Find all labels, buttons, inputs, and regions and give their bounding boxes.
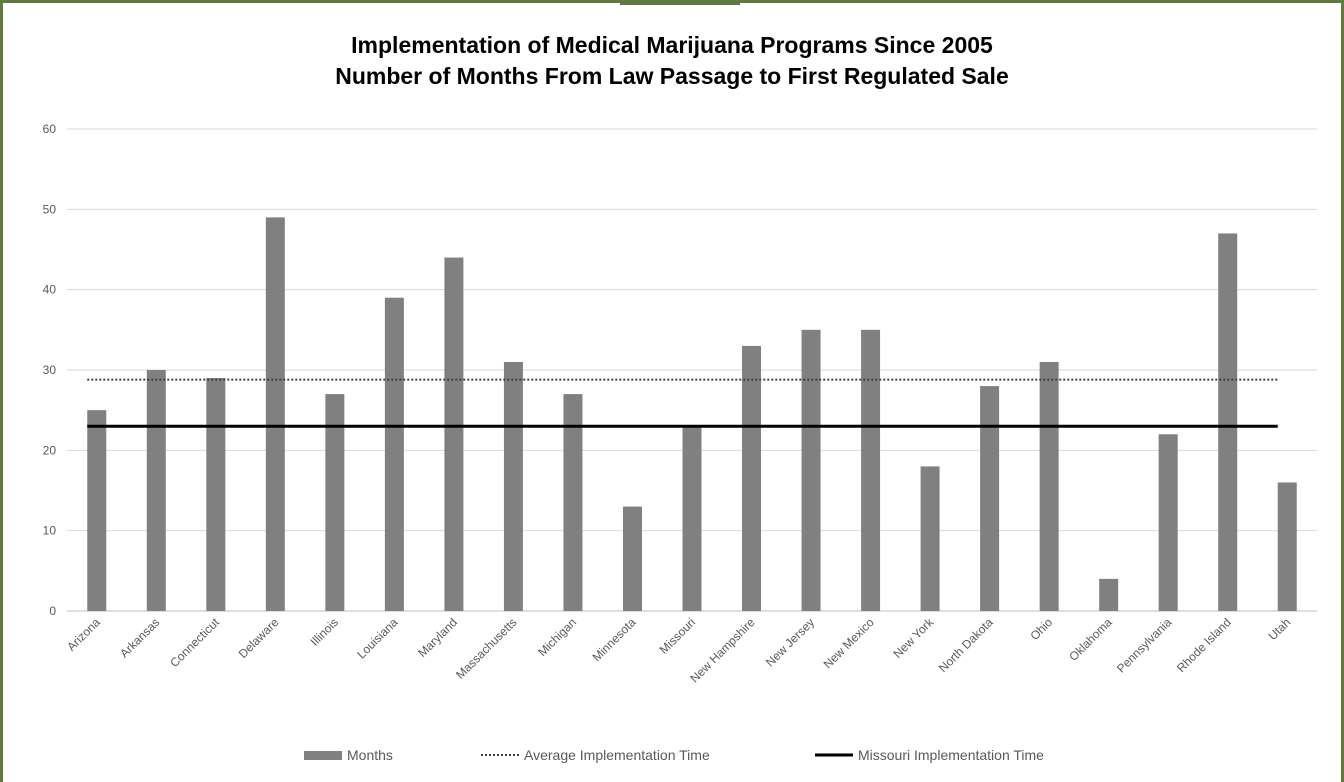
x-axis-ticks: Arizona Arkansas Connecticut Delaware Illino… [64,615,1293,686]
bar-ohio [1039,361,1059,611]
bar-connecticut [206,378,226,611]
bar-pennsylvania [1158,434,1178,611]
chart-subtitle: Number of Months From Law Passage to Fir… [335,63,1009,89]
x-tick-label: New Jersey [763,615,817,669]
legend-swatch-months [304,751,342,760]
y-tick-label: 10 [43,524,57,538]
bar-new-jersey [801,329,821,611]
y-tick-label: 30 [43,363,57,377]
x-tick-label: Illinois [307,615,340,648]
y-tick-label: 20 [43,443,57,457]
x-tick-label: Connecticut [167,615,222,670]
bar-louisiana [384,297,404,611]
bar-missouri [682,426,702,611]
x-tick-label: Massachusetts [453,615,520,682]
bar-illinois [325,394,345,611]
legend-label-average: Average Implementation Time [524,747,710,763]
x-tick-label: Pennsylvania [1114,615,1175,676]
x-tick-label: Arkansas [117,615,162,660]
bar-massachusetts [503,361,523,611]
bar-utah [1277,482,1297,611]
bar-maryland [444,257,464,611]
x-tick-label: New York [890,615,936,661]
x-tick-label: New Mexico [821,615,877,671]
bar-minnesota [622,506,642,611]
bar-new-mexico [861,329,881,611]
x-tick-label: North Dakota [936,615,996,675]
bar-arkansas [146,370,166,611]
y-tick-label: 0 [49,604,56,618]
x-tick-label: Michigan [535,615,579,659]
bar-rhode-island [1218,233,1238,611]
x-tick-label: Maryland [415,615,460,660]
legend-label-missouri: Missouri Implementation Time [858,747,1044,763]
bar-new-york [920,466,940,611]
x-tick-label: Minnesota [590,615,639,664]
x-tick-label: Louisiana [354,615,400,661]
frame-top-tab [620,0,740,5]
x-tick-label: Missouri [657,615,698,656]
bar-new-hampshire [742,345,762,611]
y-tick-label: 40 [43,283,57,297]
chart-title: Implementation of Medical Marijuana Prog… [351,32,993,58]
bars [87,217,1297,611]
bar-arizona [87,410,107,611]
bar-north-dakota [980,386,1000,611]
x-tick-label: Delaware [236,615,282,661]
y-tick-label: 60 [43,122,57,136]
bar-delaware [265,217,285,611]
y-tick-label: 50 [43,202,57,216]
x-tick-label: Oklahoma [1066,615,1115,664]
x-tick-label: Utah [1266,615,1294,643]
bar-michigan [563,394,583,611]
legend: Months Average Implementation Time Misso… [304,747,1044,763]
legend-label-months: Months [347,747,393,763]
x-tick-label: Ohio [1027,615,1055,643]
x-tick-label: Rhode Island [1174,615,1234,675]
bar-oklahoma [1099,578,1119,611]
y-axis-ticks: 0 10 20 30 40 50 60 [43,122,57,618]
x-tick-label: Arizona [64,615,103,654]
reference-lines [87,378,1278,428]
x-tick-label: New Hampshire [687,615,757,685]
